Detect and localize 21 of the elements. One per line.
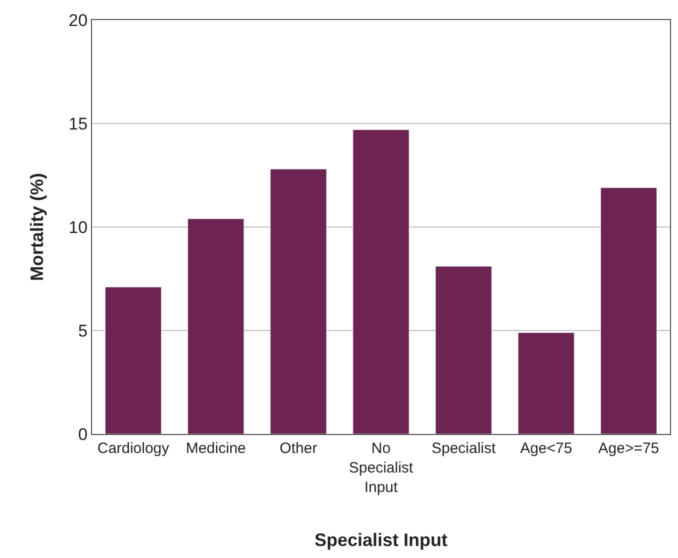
bar: [270, 168, 327, 434]
x-tick-label: Medicine: [186, 440, 246, 457]
x-tick-label: No Specialist Input: [348, 440, 414, 496]
bar: [518, 332, 574, 434]
x-tick-label: Specialist: [431, 440, 496, 457]
y-tick-label: 5: [78, 321, 88, 340]
x-axis-title: Specialist Input: [314, 530, 448, 550]
bar: [435, 266, 492, 434]
x-tick-label: Age>=75: [598, 440, 660, 457]
x-tick-label: Age<75: [520, 440, 572, 457]
y-tick-label: 15: [68, 114, 88, 134]
x-tick-label: Other: [280, 440, 318, 457]
bar: [352, 129, 410, 434]
bar: [600, 187, 658, 434]
y-tick-label: 20: [68, 10, 88, 30]
y-tick-label: 0: [78, 424, 88, 444]
y-tick-label: 10: [68, 218, 88, 237]
y-axis-title: Mortality (%): [26, 172, 47, 281]
x-tick-label: Cardiology: [97, 440, 170, 457]
bar: [188, 218, 244, 434]
bar: [104, 286, 162, 434]
